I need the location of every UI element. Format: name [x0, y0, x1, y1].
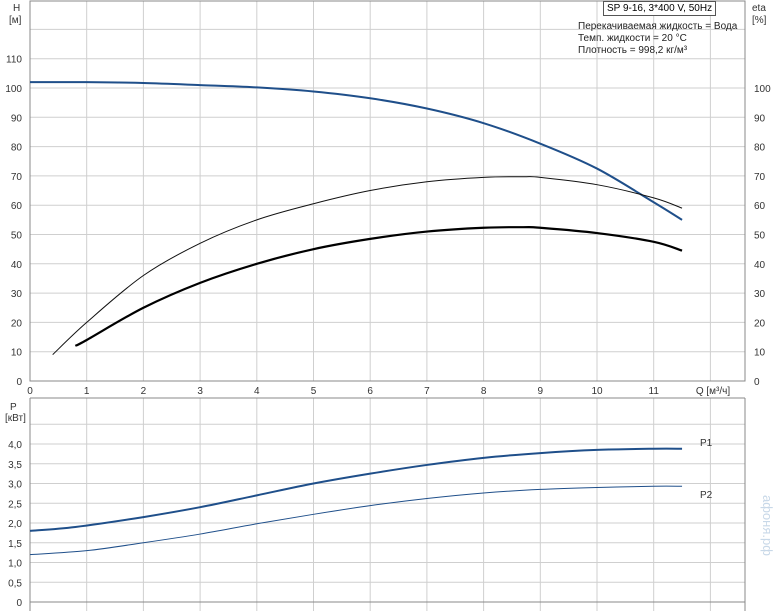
x-tick-label: 0 [27, 386, 33, 397]
y-tick-label: 40 [11, 260, 23, 271]
y2-tick-label: 20 [754, 318, 766, 329]
y-tick-label: 3,0 [8, 480, 22, 491]
x-tick-label: 5 [311, 386, 317, 397]
x-tick-label: 3 [197, 386, 203, 397]
p1-curve [29, 447, 683, 532]
y-axis-label: H [13, 3, 20, 14]
x-tick-label: 6 [367, 386, 373, 397]
y2-tick-label: 70 [754, 172, 766, 183]
plot-frame-top [29, 0, 746, 382]
p2-curve [29, 485, 683, 556]
y-tick-label: 0,5 [8, 578, 22, 589]
y-tick-label: 2,5 [8, 499, 22, 510]
y-tick-label: 80 [11, 143, 23, 154]
density-info: Плотность = 998,2 кг/м³ [578, 45, 688, 56]
y-tick-label: 110 [6, 55, 22, 66]
y-axis-unit: [м] [9, 15, 22, 26]
x-tick-label: 7 [424, 386, 430, 397]
y-tick-label: 1,0 [8, 559, 22, 570]
y-tick-label: 20 [11, 318, 23, 329]
total-efficiency-curve [74, 226, 683, 347]
y2-axis-label: eta [752, 3, 766, 14]
pump-efficiency-curve [52, 176, 683, 355]
x-tick-label: 4 [254, 386, 260, 397]
x-tick-label: 9 [538, 386, 544, 397]
y-tick-label: 0 [16, 377, 22, 388]
y2-axis-unit: [%] [752, 15, 767, 26]
y-tick-label: 0 [16, 598, 22, 609]
y-tick-label: 60 [11, 201, 23, 212]
model-label: SP 9-16, 3*400 V, 50Hz [603, 1, 717, 16]
watermark: афоня.рф [760, 495, 774, 556]
y-tick-label: 4,0 [8, 440, 22, 451]
y2-tick-label: 60 [754, 201, 766, 212]
x-tick-label: 8 [481, 386, 487, 397]
y-tick-label: 100 [5, 84, 22, 95]
y2-tick-label: 80 [754, 143, 766, 154]
y2-tick-label: 50 [754, 231, 766, 242]
y-tick-label: 70 [11, 172, 23, 183]
x-tick-label: 10 [591, 386, 603, 397]
x-axis-label: Q [м³/ч] [696, 386, 731, 397]
y-tick-label: 1,5 [8, 539, 22, 550]
y-tick-label: 30 [11, 289, 23, 300]
x-tick-label: 11 [649, 386, 660, 397]
y-tick-label: 3,5 [8, 460, 22, 471]
y2-tick-label: 90 [754, 113, 766, 124]
temp-info: Темп. жидкости = 20 °C [578, 33, 687, 44]
y-tick-label: 90 [11, 113, 23, 124]
y-tick-label: 2,0 [8, 519, 22, 530]
y2-tick-label: 40 [754, 260, 766, 271]
y2-tick-label: 0 [754, 377, 760, 388]
p1-label: P1 [700, 438, 713, 449]
y-axis-unit: [кВт] [5, 413, 26, 424]
fluid-info: Перекачиваемая жидкость = Вода [578, 21, 738, 32]
y2-tick-label: 100 [754, 84, 771, 95]
y-axis-label: P [10, 402, 17, 413]
y-tick-label: 10 [11, 348, 23, 359]
head-curve [29, 81, 683, 221]
x-tick-label: 1 [84, 386, 90, 397]
y-tick-label: 50 [11, 231, 23, 242]
x-tick-label: 2 [141, 386, 147, 397]
y2-tick-label: 30 [754, 289, 766, 300]
p2-label: P2 [700, 490, 713, 501]
y2-tick-label: 10 [754, 348, 766, 359]
